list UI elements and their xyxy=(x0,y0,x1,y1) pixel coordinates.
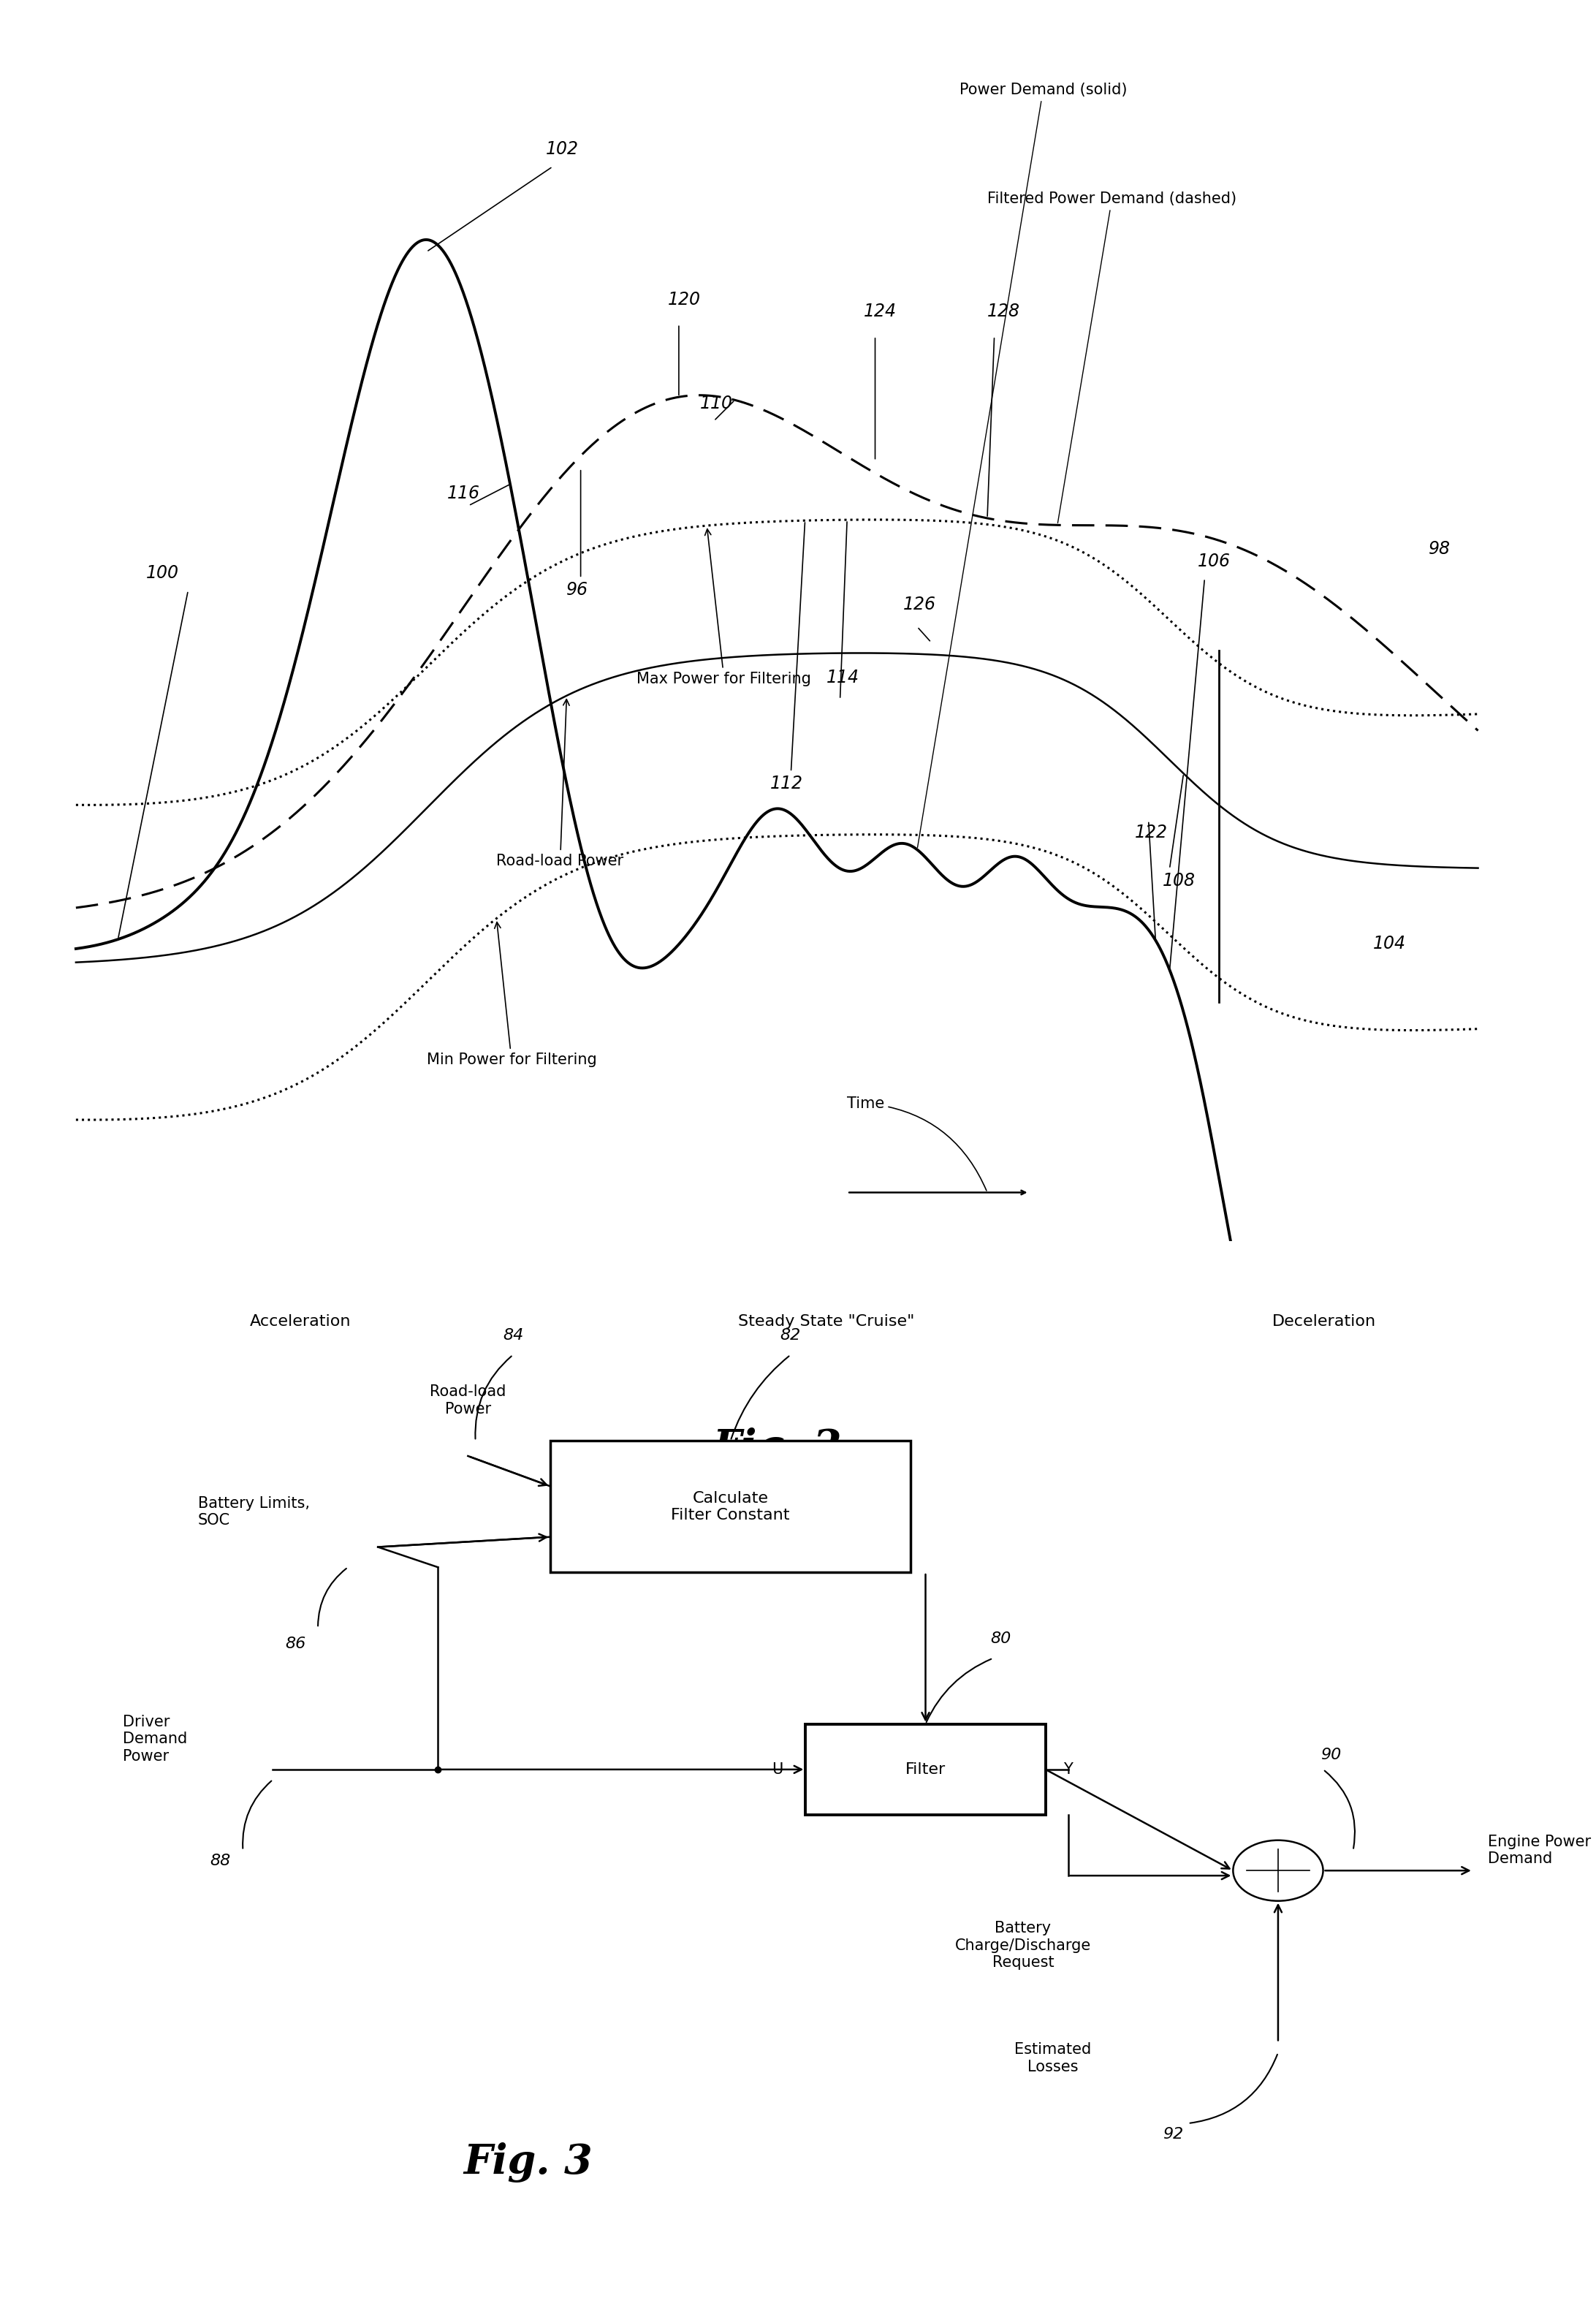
Text: U: U xyxy=(772,1763,784,1776)
Text: 104: 104 xyxy=(1373,935,1406,951)
Text: Filter: Filter xyxy=(905,1763,946,1776)
Text: Battery
Charge/Discharge
Request: Battery Charge/Discharge Request xyxy=(954,1921,1092,1969)
Text: 108: 108 xyxy=(1162,871,1195,889)
Text: 120: 120 xyxy=(667,292,701,308)
Text: 102: 102 xyxy=(546,140,578,159)
Text: Filtered Power Demand (dashed): Filtered Power Demand (dashed) xyxy=(988,191,1237,524)
FancyBboxPatch shape xyxy=(551,1441,911,1572)
Text: Engine Power
Demand: Engine Power Demand xyxy=(1487,1834,1591,1866)
Text: Acceleration: Acceleration xyxy=(249,1314,351,1328)
Text: 122: 122 xyxy=(1135,823,1167,841)
Text: 100: 100 xyxy=(145,565,179,581)
Text: Fig. 2: Fig. 2 xyxy=(712,1427,841,1468)
Text: 110: 110 xyxy=(701,395,733,411)
FancyBboxPatch shape xyxy=(806,1724,1045,1815)
Text: 86: 86 xyxy=(286,1636,306,1650)
Text: Fig. 3: Fig. 3 xyxy=(463,2142,592,2183)
Text: Deceleration: Deceleration xyxy=(1272,1314,1376,1328)
Text: Y: Y xyxy=(1063,1763,1073,1776)
Text: Time: Time xyxy=(847,1096,986,1190)
Text: Max Power for Filtering: Max Power for Filtering xyxy=(637,529,811,687)
Text: 112: 112 xyxy=(769,774,803,793)
Text: Min Power for Filtering: Min Power for Filtering xyxy=(426,921,597,1066)
Text: 128: 128 xyxy=(988,303,1020,319)
Text: 82: 82 xyxy=(780,1328,801,1342)
Text: Driver
Demand
Power: Driver Demand Power xyxy=(123,1714,187,1763)
Text: Estimated
Losses: Estimated Losses xyxy=(1015,2043,1092,2075)
Text: 98: 98 xyxy=(1428,540,1451,558)
Text: 96: 96 xyxy=(567,581,589,600)
Text: 114: 114 xyxy=(827,669,859,687)
Text: Calculate
Filter Constant: Calculate Filter Constant xyxy=(670,1491,790,1521)
Text: Road-load Power: Road-load Power xyxy=(496,699,624,869)
Text: 88: 88 xyxy=(211,1854,231,1868)
Text: 90: 90 xyxy=(1320,1749,1341,1763)
Text: 126: 126 xyxy=(903,595,935,614)
Text: 116: 116 xyxy=(447,485,480,501)
Text: Battery Limits,
SOC: Battery Limits, SOC xyxy=(198,1496,310,1528)
Text: 124: 124 xyxy=(863,303,897,319)
Circle shape xyxy=(1234,1841,1323,1900)
Text: Road-load
Power: Road-load Power xyxy=(429,1386,506,1416)
Text: 92: 92 xyxy=(1163,2128,1183,2142)
Text: Power Demand (solid): Power Demand (solid) xyxy=(918,83,1127,848)
Text: Steady State "Cruise": Steady State "Cruise" xyxy=(737,1314,915,1328)
Text: 80: 80 xyxy=(990,1632,1010,1645)
Text: 106: 106 xyxy=(1197,552,1231,570)
Text: 84: 84 xyxy=(503,1328,523,1342)
